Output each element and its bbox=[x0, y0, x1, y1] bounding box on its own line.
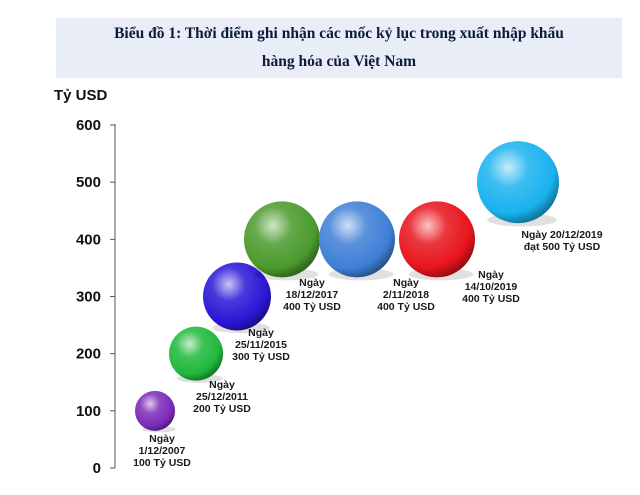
bubble-1-note-line: 100 Tỷ USD bbox=[133, 457, 191, 469]
chart-title-line-1: Biểu đồ 1: Thời điểm ghi nhận các mốc kỷ… bbox=[114, 25, 564, 42]
bubble-2-note-line: 200 Tỷ USD bbox=[193, 403, 251, 415]
title-band bbox=[56, 18, 622, 78]
y-tick-label: 200 bbox=[76, 346, 101, 363]
bubble-7-note-line: đạt 500 Tỷ USD bbox=[524, 241, 601, 253]
bubble-1-note-line: 1/12/2007 bbox=[139, 445, 186, 457]
bubble-6-note-line: 400 Tỷ USD bbox=[462, 293, 520, 305]
bubble-6 bbox=[399, 201, 475, 278]
bubble-2-note-line: 25/12/2011 bbox=[196, 391, 248, 403]
bubble-2-note-line: Ngày bbox=[209, 379, 235, 391]
bubble-4-note-line: 400 Tỷ USD bbox=[283, 301, 341, 313]
bubble-3-note-line: 25/11/2015 bbox=[235, 339, 287, 351]
bubble-4-note-line: Ngày bbox=[299, 277, 325, 289]
bubble-5 bbox=[319, 201, 395, 278]
chart-title-line-2: hàng hóa của Việt Nam bbox=[261, 53, 417, 70]
bubble-3-note-line: Ngày bbox=[248, 327, 274, 339]
y-tick-label: 0 bbox=[93, 460, 101, 477]
y-tick-label: 500 bbox=[76, 174, 101, 191]
bubble-5-note-line: Ngày bbox=[393, 277, 419, 289]
y-tick-label: 300 bbox=[76, 289, 101, 306]
y-tick-label: 100 bbox=[76, 403, 101, 420]
bubble-4-note-line: 18/12/2017 bbox=[286, 289, 339, 301]
bubble-1-note-line: Ngày bbox=[149, 433, 175, 445]
bubble-5-note-line: 2/11/2018 bbox=[383, 289, 429, 301]
bubble-series bbox=[135, 141, 559, 433]
bubble-7-note-line: Ngày 20/12/2019 bbox=[521, 229, 602, 241]
bubble-3-note-line: 300 Tỷ USD bbox=[232, 351, 290, 363]
bubble-5-note-line: 400 Tỷ USD bbox=[377, 301, 435, 313]
bubble-6-note-line: 14/10/2019 bbox=[465, 281, 518, 293]
bubble-7 bbox=[477, 141, 559, 224]
bubble-4 bbox=[244, 201, 320, 278]
y-tick-label: 600 bbox=[76, 117, 101, 134]
bubble-2 bbox=[169, 326, 223, 381]
y-axis-ticks: 0 100 200 300 400 500 600 bbox=[76, 117, 115, 477]
bubble-1 bbox=[135, 390, 175, 431]
y-tick-label: 400 bbox=[76, 231, 101, 248]
y-axis-unit-label: Tỷ USD bbox=[54, 87, 108, 104]
bubble-6-note-line: Ngày bbox=[478, 269, 504, 281]
bubble-3 bbox=[203, 262, 271, 331]
